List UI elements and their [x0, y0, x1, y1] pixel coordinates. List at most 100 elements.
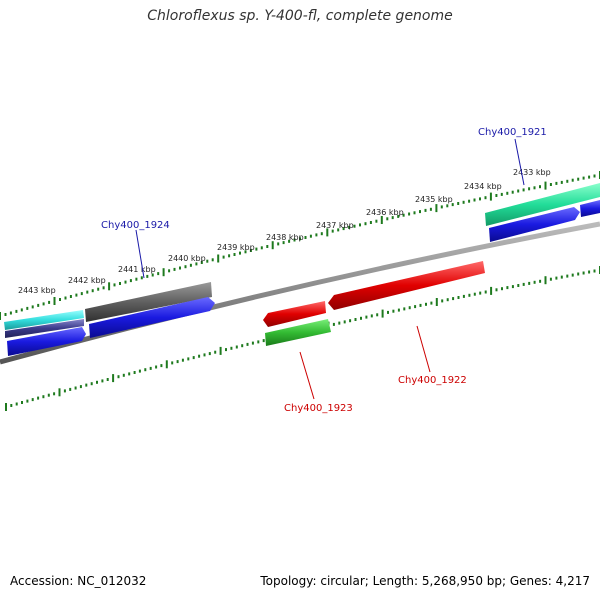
- minor-tick: [462, 294, 465, 298]
- minor-tick: [539, 185, 541, 189]
- minor-tick: [26, 306, 29, 310]
- cds-feature-grey[interactable]: [85, 282, 212, 322]
- minor-tick: [97, 287, 100, 291]
- minor-tick: [359, 223, 361, 227]
- minor-tick: [457, 202, 460, 205]
- cds-feature-blue[interactable]: [489, 207, 580, 242]
- scale-label: 2441 kbp: [118, 265, 156, 274]
- cds-feature-red[interactable]: [328, 261, 485, 310]
- minor-tick: [63, 389, 66, 393]
- minor-tick: [20, 308, 23, 312]
- minor-tick: [593, 174, 596, 178]
- minor-tick: [277, 242, 280, 246]
- accession-text: Accession: NC_012032: [10, 574, 147, 588]
- minor-tick: [484, 196, 487, 200]
- minor-tick: [48, 300, 51, 304]
- label-leader: [135, 229, 145, 279]
- cds-feature-cyan[interactable]: [4, 310, 84, 330]
- minor-tick: [555, 181, 558, 185]
- minor-tick: [138, 369, 141, 373]
- minor-tick: [391, 216, 394, 220]
- gene-label[interactable]: Chy400_1924: [101, 220, 170, 231]
- minor-tick: [555, 276, 558, 280]
- minor-tick: [360, 316, 362, 320]
- cds-feature-slate[interactable]: [5, 319, 84, 338]
- minor-tick: [353, 224, 356, 228]
- cds-feature-blue[interactable]: [89, 297, 215, 338]
- minor-tick: [365, 315, 368, 319]
- cds-feature-blue[interactable]: [580, 200, 600, 217]
- minor-tick: [90, 382, 93, 386]
- minor-tick: [10, 404, 13, 407]
- minor-tick: [173, 267, 176, 271]
- minor-tick: [47, 393, 50, 397]
- minor-tick: [387, 310, 389, 314]
- cds-feature-green[interactable]: [265, 319, 331, 346]
- minor-tick: [239, 251, 241, 255]
- major-tick: [108, 282, 111, 291]
- minor-tick: [69, 295, 72, 298]
- major-tick: [5, 403, 7, 411]
- minor-tick: [91, 289, 94, 293]
- cds-feature-red[interactable]: [263, 301, 326, 327]
- minor-tick: [338, 321, 341, 325]
- minor-tick: [249, 249, 252, 252]
- minor-tick: [198, 354, 201, 358]
- minor-tick: [571, 178, 574, 182]
- major-tick: [544, 276, 547, 285]
- minor-tick: [260, 246, 263, 250]
- minor-tick: [282, 241, 285, 245]
- scale-label: 2439 kbp: [217, 243, 255, 252]
- scale-label: 2434 kbp: [464, 182, 502, 191]
- minor-tick: [129, 279, 132, 283]
- gene-label[interactable]: Chy400_1923: [284, 403, 353, 414]
- cds-feature-blue[interactable]: [7, 327, 86, 356]
- minor-tick: [53, 392, 56, 396]
- minor-tick: [560, 275, 563, 279]
- minor-tick: [214, 350, 217, 354]
- minor-tick: [293, 238, 296, 242]
- minor-tick: [157, 272, 160, 276]
- scale-label: 2438 kbp: [266, 233, 304, 242]
- minor-tick: [446, 298, 449, 302]
- minor-tick: [230, 346, 233, 350]
- minor-tick: [85, 383, 88, 387]
- minor-tick: [320, 232, 323, 236]
- major-tick: [271, 241, 274, 250]
- major-tick: [58, 388, 61, 397]
- minor-tick: [479, 197, 481, 201]
- gene-label[interactable]: Chy400_1921: [478, 127, 547, 138]
- label-leader: [514, 138, 525, 186]
- minor-tick: [244, 250, 247, 254]
- minor-tick: [332, 322, 335, 326]
- minor-tick: [266, 245, 269, 248]
- major-tick: [165, 360, 168, 369]
- minor-tick: [522, 188, 525, 192]
- minor-tick: [225, 348, 227, 352]
- cds-feature-teal[interactable]: [485, 183, 600, 226]
- minor-tick: [533, 280, 536, 284]
- minor-tick: [187, 357, 190, 361]
- minor-tick: [262, 339, 265, 343]
- minor-tick: [566, 274, 569, 278]
- major-tick: [112, 374, 115, 383]
- minor-tick: [26, 399, 29, 403]
- minor-tick: [228, 254, 231, 258]
- scale-label: 2437 kbp: [316, 221, 354, 230]
- minor-tick: [79, 385, 82, 389]
- minor-tick: [96, 380, 98, 384]
- minor-tick: [171, 361, 174, 365]
- minor-tick: [397, 308, 400, 312]
- minor-tick: [495, 194, 498, 197]
- minor-tick: [189, 263, 192, 267]
- minor-tick: [251, 341, 254, 345]
- minor-tick: [501, 287, 503, 291]
- minor-tick: [528, 187, 531, 191]
- minor-tick: [211, 258, 214, 262]
- scale-label: 2435 kbp: [415, 195, 453, 204]
- map-title: Chloroflexus sp. Y-400-fl, complete geno…: [147, 8, 453, 24]
- gene-label[interactable]: Chy400_1922: [398, 375, 467, 386]
- minor-tick: [369, 221, 372, 224]
- minor-tick: [539, 279, 542, 283]
